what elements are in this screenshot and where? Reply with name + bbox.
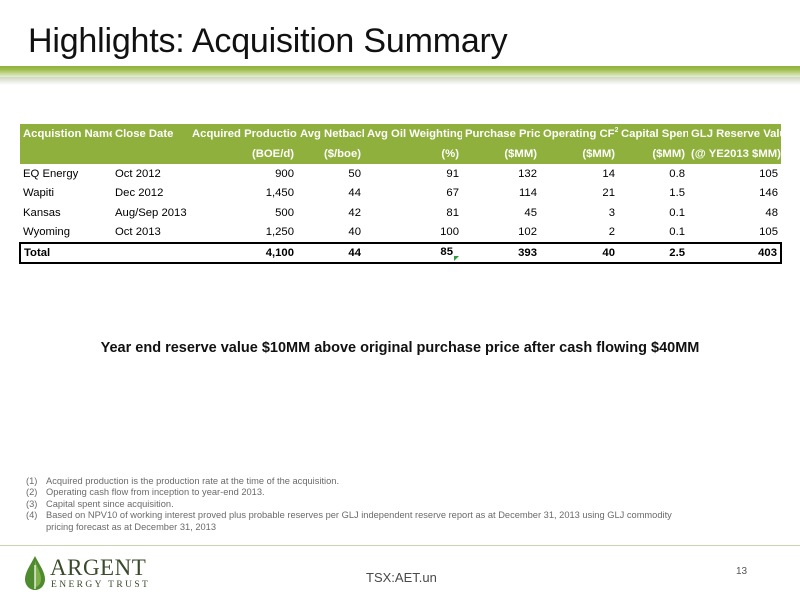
footnote-text: Acquired production is the production ra… (46, 476, 340, 486)
table-cell: 0.8 (669, 167, 685, 180)
page-number: 13 (736, 566, 748, 577)
table-cell: 102 (518, 226, 537, 239)
footnote: (2) Operating cash flow from inception t… (26, 487, 686, 498)
table-cell: 67 (446, 187, 459, 200)
col-header-capital-spent: Capital Spent3 (621, 128, 688, 140)
footnote-number: (2) (26, 487, 38, 498)
table-cell: 1.5 (669, 187, 685, 200)
footnote-text: Capital spent since acquisition. (46, 498, 174, 509)
table-cell: 100 (440, 226, 459, 239)
table-cell: 105 (759, 226, 778, 239)
footnote-text: Operating cash flow from inception to ye… (46, 487, 265, 498)
table-cell: EQ Energy (23, 167, 79, 180)
col-header-netback: Avg Netback (300, 128, 364, 140)
table-cell: Wapiti (23, 187, 54, 200)
logo-tagline: ENERGY TRUST (51, 580, 151, 590)
logo-wordmark: ARGENT (50, 555, 147, 580)
table-cell: Wyoming (23, 226, 70, 239)
footer-divider (0, 545, 800, 546)
leaf-logo-icon (25, 556, 45, 590)
footnote-number: (1) (26, 476, 38, 486)
table-cell: Oct 2013 (115, 226, 161, 239)
ticker-symbol: TSX:AET.un (366, 570, 437, 585)
col-header-oil-weighting: Avg Oil Weighting (367, 128, 462, 140)
table-cell: 40 (348, 226, 361, 239)
table-row: EQ Energy Oct 2012 900 50 91 132 14 0.8 … (20, 164, 781, 184)
total-cell: 44 (297, 242, 364, 264)
col-header-name: Acquistion Name (23, 128, 112, 140)
units-cell: ($MM) (504, 148, 537, 160)
footnote-number: (4) (26, 510, 38, 521)
table-cell: 81 (446, 206, 459, 219)
table-cell: 2 (608, 226, 615, 239)
table-cell: 500 (275, 206, 294, 219)
table-cell: 42 (348, 206, 361, 219)
col-header-reserve-value: GLJ Reserve Value4 (691, 128, 781, 140)
units-cell: ($MM) (652, 148, 685, 160)
total-cell: 40 (540, 242, 618, 264)
footnote: (3) Capital spent since acquisition. (26, 499, 686, 510)
table-cell: 14 (602, 167, 615, 180)
total-cell: Total (19, 242, 112, 264)
table-cell: 0.1 (669, 226, 685, 239)
total-cell: 2.5 (618, 242, 688, 264)
footnote-number: (3) (26, 498, 38, 509)
table-cell: 48 (765, 206, 778, 219)
table-cell: Kansas (23, 206, 61, 219)
units-cell: ($MM) (582, 148, 615, 160)
total-cell: 393 (462, 242, 540, 264)
table-cell: 21 (602, 187, 615, 200)
table-cell: 900 (275, 167, 294, 180)
table-units-row: (BOE/d) ($/boe) (%) ($MM) ($MM) ($MM) (@… (20, 144, 781, 164)
footnotes: (1) Acquired production is the productio… (26, 476, 686, 533)
units-cell: (%) (441, 148, 459, 160)
table-total-row: Total 4,100 44 85 393 40 2.5 403 (19, 242, 782, 264)
table-row: Kansas Aug/Sep 2013 500 42 81 45 3 0.1 4… (20, 203, 781, 223)
total-cell (112, 242, 189, 264)
table-cell: 114 (518, 187, 537, 200)
col-header-purchase-price: Purchase Price (465, 128, 540, 140)
table-cell: 91 (446, 167, 459, 180)
footnote-text: Based on NPV10 of working interest prove… (46, 510, 672, 532)
units-cell: ($/boe) (323, 148, 361, 160)
units-cell: (@ YE2013 $MM) (691, 148, 781, 160)
col-header-close-date: Close Date (115, 128, 174, 140)
total-cell: 4,100 (189, 242, 297, 264)
table-cell: 50 (348, 167, 361, 180)
table-cell: 1,250 (265, 226, 294, 239)
slide-title: Highlights: Acquisition Summary (28, 22, 508, 60)
comment-marker-icon (454, 255, 459, 261)
total-cell-oil-weighting: 85 (364, 242, 462, 264)
table-cell: 146 (759, 187, 778, 200)
table-header-row: Acquistion Name Close Date Acquired Prod… (20, 124, 781, 144)
table-cell: 1,450 (265, 187, 294, 200)
table-cell: 132 (518, 167, 537, 180)
summary-headline: Year end reserve value $10MM above origi… (100, 340, 700, 356)
footnote: (1) Acquired production is the productio… (26, 476, 686, 487)
table-cell: 0.1 (669, 206, 685, 219)
table-cell: Dec 2012 (115, 187, 164, 200)
table-cell: 44 (348, 187, 361, 200)
table-cell: 105 (759, 167, 778, 180)
total-cell: 403 (688, 242, 782, 264)
col-header-production: Acquired Production1 (192, 128, 297, 140)
table-cell: Aug/Sep 2013 (115, 206, 187, 219)
table-cell: 45 (524, 206, 537, 219)
title-accent-band (0, 66, 800, 77)
table-row: Wyoming Oct 2013 1,250 40 100 102 2 0.1 … (20, 223, 781, 244)
company-logo: ARGENT ENERGY TRUST (22, 555, 162, 591)
table-row: Wapiti Dec 2012 1,450 44 67 114 21 1.5 1… (20, 184, 781, 204)
units-cell (20, 144, 112, 164)
table-cell: 3 (608, 206, 615, 219)
units-cell (112, 144, 189, 164)
footnote: (4) Based on NPV10 of working interest p… (26, 510, 686, 533)
acquisition-table: Acquistion Name Close Date Acquired Prod… (19, 124, 782, 264)
units-cell: (BOE/d) (251, 148, 294, 160)
title-band-shadow (0, 77, 800, 85)
table-cell: Oct 2012 (115, 167, 161, 180)
col-header-operating-cf: Operating CF2 (543, 127, 618, 140)
